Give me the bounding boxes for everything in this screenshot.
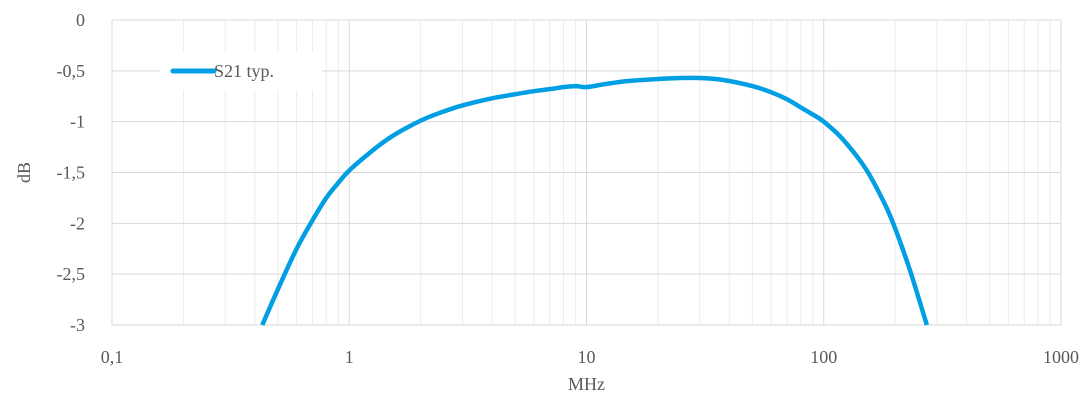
series-layer <box>260 75 930 326</box>
y-tick-label: -1,5 <box>57 163 86 183</box>
x-axis-ticks: 0,1 1 10 100 1000 <box>101 347 1079 367</box>
y-axis-ticks: 0 -0,5 -1 -1,5 -2 -2,5 -3 <box>57 10 86 335</box>
y-tick-label: -0,5 <box>57 61 86 81</box>
x-tick-label: 1 <box>345 347 354 367</box>
x-tick-label: 100 <box>810 347 837 367</box>
y-tick-label: 0 <box>76 10 85 30</box>
y-tick-label: -3 <box>70 315 85 335</box>
x-axis-title: MHz <box>568 374 605 394</box>
y-axis-title: dB <box>14 162 34 183</box>
y-tick-label: -2,5 <box>57 264 86 284</box>
plot-area-border <box>111 19 1062 326</box>
legend-label: S21 typ. <box>214 61 274 81</box>
series-line-s21 <box>260 75 930 326</box>
x-tick-label: 10 <box>578 347 596 367</box>
x-tick-label: 1000 <box>1043 347 1079 367</box>
y-tick-label: -1 <box>70 112 85 132</box>
x-tick-label: 0,1 <box>101 347 124 367</box>
y-tick-label: -2 <box>70 213 85 233</box>
legend: S21 typ. <box>160 52 322 90</box>
